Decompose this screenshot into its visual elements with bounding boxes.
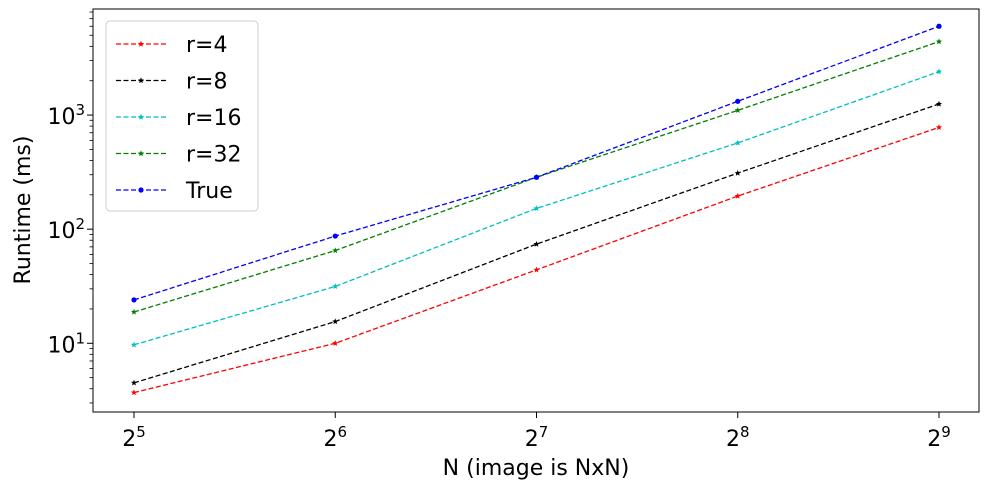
legend-marker	[137, 150, 145, 157]
data-point	[533, 266, 540, 273]
legend-marker	[137, 113, 145, 120]
legend-frame	[105, 20, 259, 212]
x-tick-label: 28	[726, 423, 750, 452]
y-tick-label: 103	[47, 101, 85, 130]
data-point	[735, 98, 741, 104]
legend-label: r=16	[186, 106, 241, 131]
series-line	[133, 71, 940, 346]
data-point	[130, 341, 138, 348]
data-point	[332, 340, 339, 346]
data-point	[533, 174, 540, 180]
legend-marker	[137, 40, 145, 47]
x-tick-label: 26	[323, 423, 347, 452]
data-point	[131, 297, 137, 303]
data-point	[332, 318, 339, 325]
legend-label: r=32	[186, 143, 241, 168]
data-point	[734, 169, 741, 176]
legend-label: r=4	[186, 33, 227, 58]
data-point	[533, 240, 540, 247]
data-point	[935, 124, 943, 130]
data-point	[332, 247, 339, 254]
data-point	[130, 389, 138, 396]
data-point	[936, 23, 942, 29]
x-axis-ticks: 25 26 27 28 29	[122, 412, 951, 452]
y-tick-label: 101	[47, 329, 85, 358]
y-axis-label: Runtime (ms)	[11, 136, 36, 285]
x-tick-label: 29	[927, 423, 951, 452]
legend-label: r=8	[186, 70, 227, 95]
x-axis-label: N (image is NxN)	[443, 456, 630, 481]
legend: r=4 r=8 r=16 r=32 True	[105, 20, 259, 212]
data-point	[130, 379, 138, 386]
data-point	[130, 308, 138, 315]
data-point	[734, 107, 741, 113]
data-point	[332, 233, 338, 239]
data-point	[734, 139, 741, 146]
legend-marker	[138, 187, 144, 193]
x-tick-label: 27	[525, 423, 549, 452]
series-true	[131, 23, 942, 303]
data-point	[533, 205, 540, 212]
y-tick-label: 102	[47, 215, 85, 244]
data-point	[935, 100, 943, 107]
series-r-4	[130, 124, 943, 396]
data-point	[734, 192, 741, 199]
legend-label: True	[185, 179, 233, 204]
data-point	[332, 283, 339, 290]
series-r-16	[130, 68, 943, 348]
legend-marker	[137, 77, 145, 84]
data-point	[935, 38, 943, 45]
y-axis-ticks: 101 102 103	[47, 11, 93, 404]
series-layer	[130, 23, 943, 396]
x-tick-label: 25	[122, 423, 146, 452]
series-r-8	[130, 100, 943, 386]
data-point	[935, 68, 943, 75]
